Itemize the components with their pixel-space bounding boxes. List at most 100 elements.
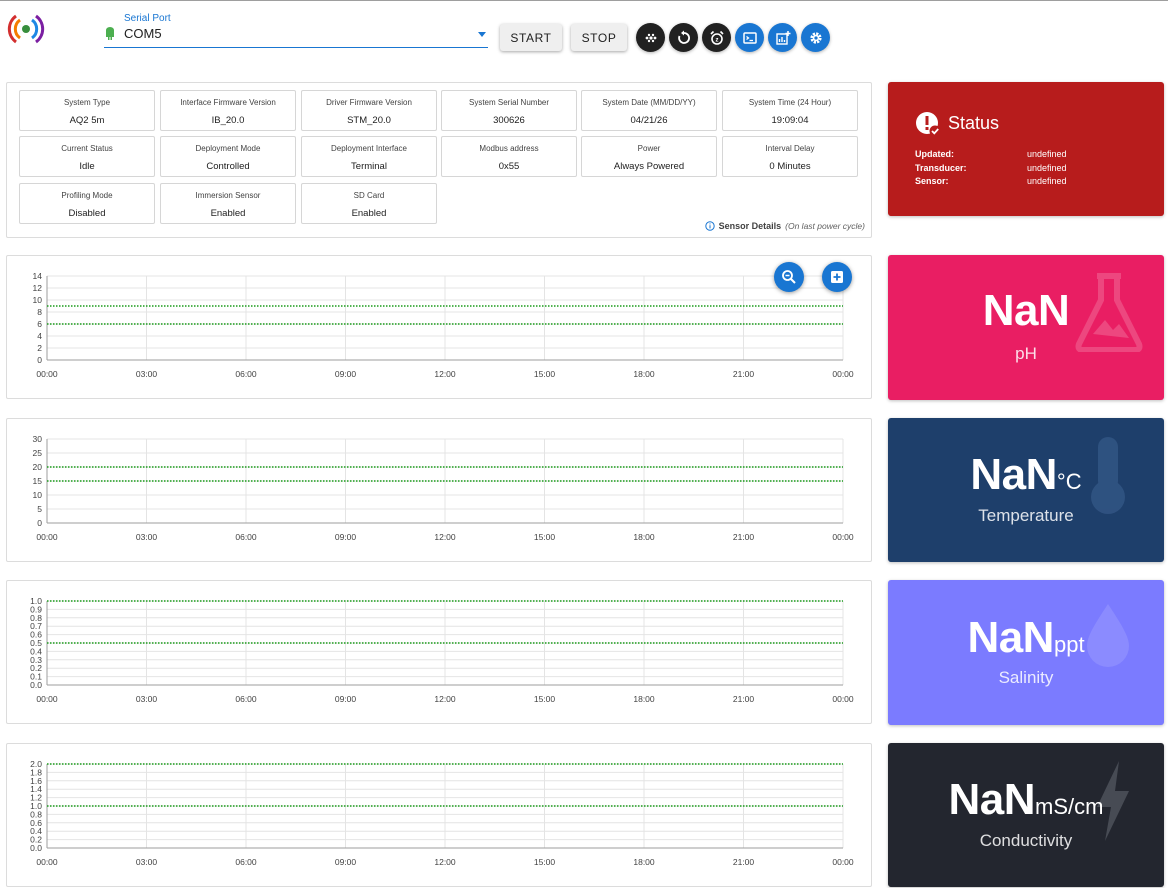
- salinity-unit: ppt: [1053, 632, 1085, 657]
- y-tick-label: 0.8: [30, 613, 42, 623]
- serial-port-select[interactable]: Serial Port COM5: [104, 11, 488, 48]
- salinity-reading: NaNppt: [888, 613, 1164, 663]
- status-value: undefined: [1027, 149, 1067, 159]
- y-tick-label: 0.8: [30, 809, 42, 819]
- y-tick-label: 0.3: [30, 655, 42, 665]
- y-tick-label: 0.0: [30, 680, 42, 690]
- ph-reading: NaN: [888, 286, 1164, 336]
- zoom-out-icon: [782, 270, 796, 284]
- fitbit-dots-icon: [645, 33, 656, 42]
- info-cell-value: 300626: [493, 115, 525, 126]
- x-tick-label: 00:00: [36, 694, 58, 704]
- fitbit-dots-button[interactable]: [636, 23, 665, 52]
- y-tick-label: 12: [33, 283, 43, 293]
- info-cell-value: 0x55: [498, 161, 520, 172]
- lightning-icon: [1097, 761, 1129, 841]
- y-tick-label: 0.4: [30, 826, 42, 836]
- y-tick-label: 0.6: [30, 818, 42, 828]
- salinity-value: NaN: [967, 613, 1054, 662]
- serial-port-value: COM5: [124, 26, 162, 41]
- chart-add-icon: [775, 30, 790, 45]
- status-value: undefined: [1027, 163, 1067, 173]
- alarm-button[interactable]: z: [702, 23, 731, 52]
- dropdown-arrow-icon[interactable]: [478, 32, 486, 37]
- ph-label: pH: [1015, 344, 1037, 363]
- salinity-label: Salinity: [998, 668, 1054, 687]
- info-cell-value: Controlled: [206, 161, 250, 172]
- info-cell-label: Interface Firmware Version: [180, 98, 276, 107]
- y-tick-label: 8: [37, 307, 42, 317]
- x-tick-label: 00:00: [832, 532, 854, 542]
- y-tick-label: 0.1: [30, 672, 42, 682]
- y-tick-label: 2.0: [30, 759, 42, 769]
- water-drop-icon: [1087, 604, 1129, 667]
- restart-button[interactable]: [669, 23, 698, 52]
- info-cell-value: 19:09:04: [771, 115, 809, 126]
- info-cell: Driver Firmware Version STM_20.0: [301, 90, 437, 131]
- info-cell-label: System Serial Number: [468, 98, 550, 107]
- x-tick-label: 18:00: [633, 694, 655, 704]
- chart-add-button[interactable]: [768, 23, 797, 52]
- zoom-out-button[interactable]: [774, 262, 804, 292]
- x-tick-label: 06:00: [235, 369, 257, 379]
- x-tick-label: 15:00: [534, 857, 556, 867]
- stop-button[interactable]: STOP: [571, 24, 627, 51]
- conductivity-value: NaN: [948, 775, 1036, 824]
- status-key: Sensor:: [915, 176, 949, 186]
- y-tick-label: 0.9: [30, 604, 42, 614]
- conductivity-card: NaNmS/cm Conductivity: [888, 743, 1164, 887]
- serial-port-label: Serial Port: [124, 13, 171, 24]
- x-tick-label: 00:00: [832, 369, 854, 379]
- y-tick-label: 0.2: [30, 835, 42, 845]
- info-cell: Deployment Mode Controlled: [160, 136, 296, 177]
- x-tick-label: 21:00: [733, 532, 755, 542]
- y-tick-label: 30: [33, 434, 43, 444]
- info-cell-label: Deployment Mode: [195, 144, 261, 153]
- y-tick-label: 25: [33, 448, 43, 458]
- terminal-button[interactable]: [735, 23, 764, 52]
- x-tick-label: 15:00: [534, 694, 556, 704]
- x-tick-label: 12:00: [434, 532, 456, 542]
- y-tick-label: 20: [33, 462, 43, 472]
- ph-chart[interactable]: 0 2 4 6 8 10 12 14 00:00 03:00 06:00 09:00 12:00 15:0…: [6, 255, 872, 399]
- y-tick-label: 14: [33, 271, 43, 281]
- status-key: Updated:: [915, 149, 954, 159]
- x-tick-label: 00:00: [832, 694, 854, 704]
- y-tick-label: 0.6: [30, 630, 42, 640]
- info-cell-value: 0 Minutes: [769, 161, 811, 172]
- y-tick-label: 0.5: [30, 638, 42, 648]
- info-cell: Profiling Mode Disabled: [19, 183, 155, 224]
- x-tick-label: 18:00: [633, 532, 655, 542]
- add-box-button[interactable]: [822, 262, 852, 292]
- y-tick-label: 4: [37, 331, 42, 341]
- y-tick-label: 1.4: [30, 784, 42, 794]
- conductivity-reading: NaNmS/cm: [888, 775, 1164, 825]
- y-tick-label: 1.8: [30, 767, 42, 777]
- temperature-chart-plot: 0 5 10 15 20 25 30 00:00 03:00 06:00 09:00 12:00 15:…: [33, 434, 854, 542]
- salinity-chart[interactable]: 0.0 0.1 0.2 0.3 0.4 0.5 0.6 0.7 0.8 0.9 1.0 00:00 03…: [6, 580, 872, 724]
- conductivity-chart[interactable]: 0.0 0.2 0.4 0.6 0.8 1.0 1.2 1.4 1.6 1.8 2.0 00:00 03…: [6, 743, 872, 887]
- info-cell: Deployment Interface Terminal: [301, 136, 437, 177]
- salinity-card: NaNppt Salinity: [888, 580, 1164, 725]
- alert-check-icon: [916, 112, 941, 137]
- start-button[interactable]: START: [500, 24, 562, 51]
- x-tick-label: 21:00: [733, 857, 755, 867]
- status-value: undefined: [1027, 176, 1067, 186]
- info-cell-label: Driver Firmware Version: [326, 98, 412, 107]
- info-cell-label: System Date (MM/DD/YY): [602, 98, 696, 107]
- add-box-icon: [831, 271, 843, 283]
- thermometer-icon: [1091, 437, 1125, 514]
- y-tick-label: 0.0: [30, 843, 42, 853]
- ph-chart-plot: 0 2 4 6 8 10 12 14 00:00 03:00 06:00 09:00 12:00 15:0…: [33, 271, 854, 379]
- x-tick-label: 09:00: [335, 857, 357, 867]
- sensor-info-panel: Sensor Details (On last power cycle) Sys…: [6, 82, 872, 238]
- temperature-chart[interactable]: 0 5 10 15 20 25 30 00:00 03:00 06:00 09:00 12:00 15:…: [6, 418, 872, 562]
- info-cell-label: Immersion Sensor: [195, 191, 261, 200]
- y-tick-label: 1.2: [30, 793, 42, 803]
- conductivity-unit: mS/cm: [1035, 794, 1104, 819]
- x-tick-label: 03:00: [136, 369, 158, 379]
- info-cell: Immersion Sensor Enabled: [160, 183, 296, 224]
- x-tick-label: 18:00: [633, 369, 655, 379]
- settings-button[interactable]: [801, 23, 830, 52]
- x-tick-label: 18:00: [633, 857, 655, 867]
